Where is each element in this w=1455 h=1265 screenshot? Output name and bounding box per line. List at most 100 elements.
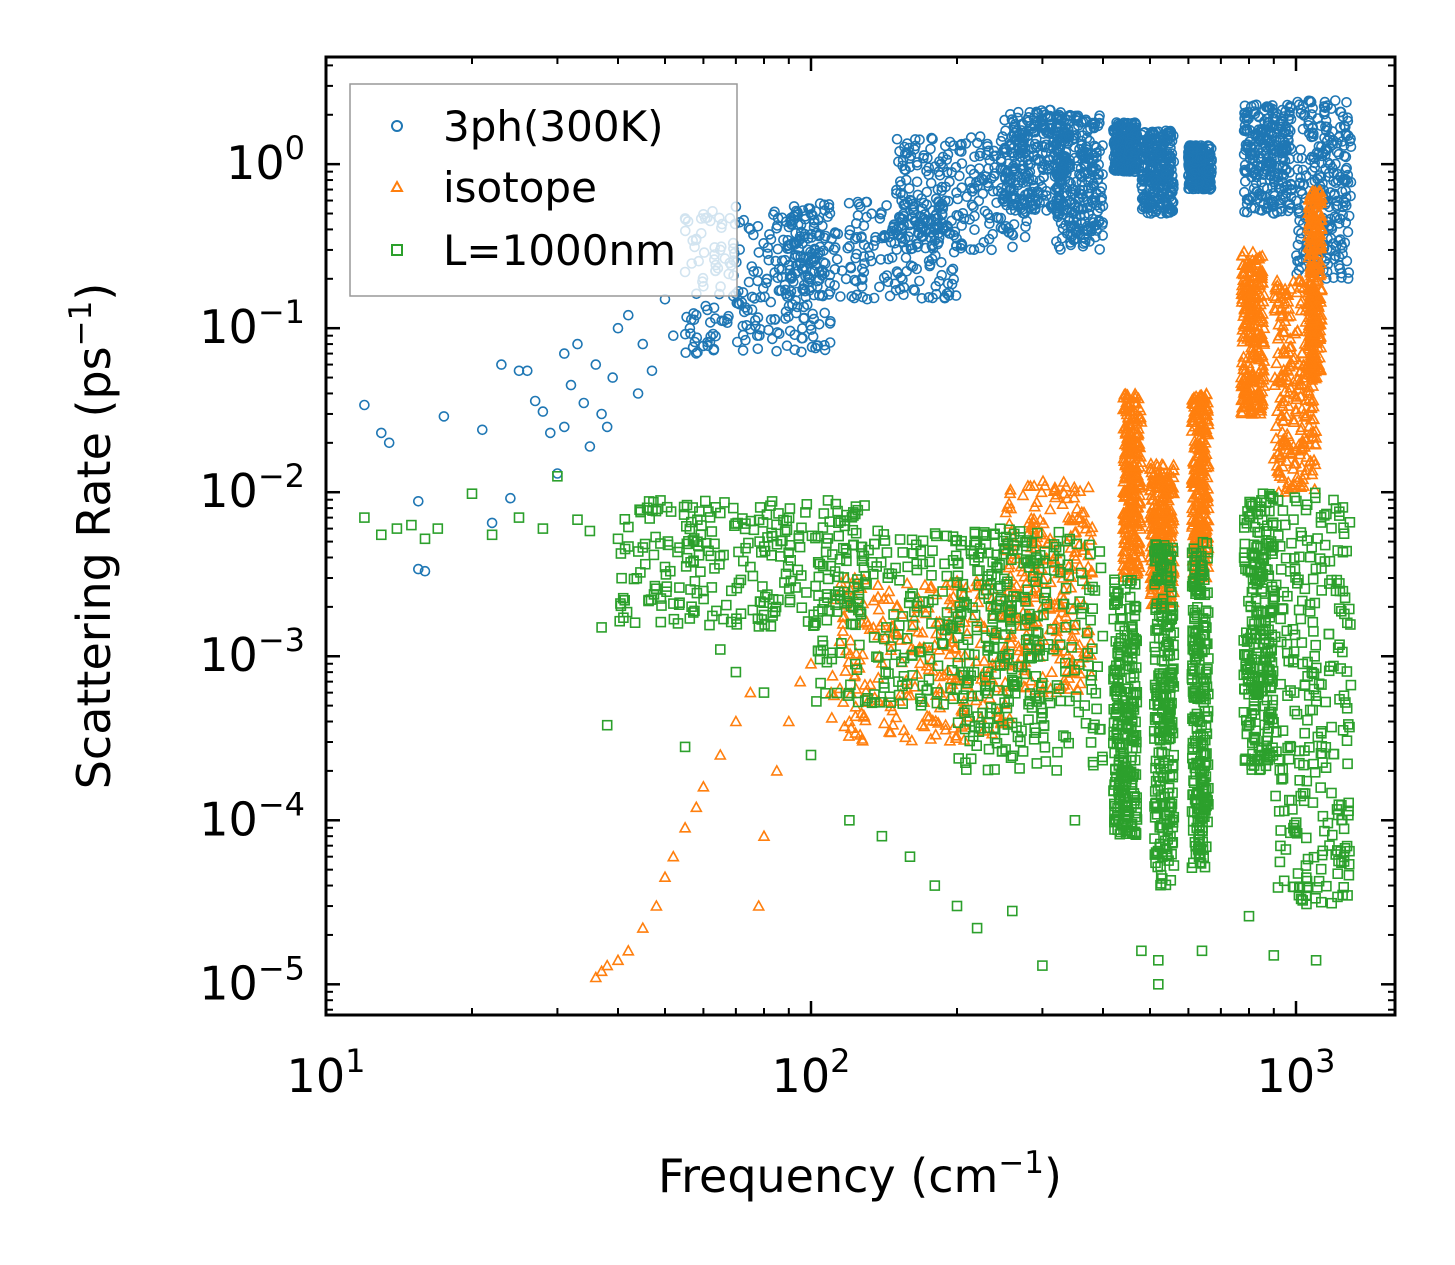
- data-point-3ph: [965, 132, 977, 143]
- data-point-3ph: [944, 176, 955, 188]
- data-point-3ph: [999, 142, 1011, 154]
- data-point-isotope: [872, 602, 886, 615]
- data-point-3ph: [800, 211, 811, 222]
- data-point-3ph: [794, 258, 806, 270]
- data-point-3ph: [1086, 194, 1098, 206]
- data-point-3ph: [804, 203, 816, 214]
- data-point-3ph: [1086, 148, 1098, 159]
- data-point-3ph: [759, 291, 770, 303]
- data-point-3ph: [942, 149, 954, 160]
- data-point-3ph: [1081, 202, 1093, 213]
- data-point-3ph: [1051, 236, 1062, 247]
- data-point-3ph: [802, 244, 814, 256]
- data-point-3ph: [954, 170, 965, 182]
- data-point-3ph: [607, 372, 619, 383]
- data-point-l1000nm: [813, 571, 825, 583]
- data-point-3ph: [858, 220, 870, 232]
- data-point-3ph: [973, 163, 985, 174]
- data-point-3ph: [752, 343, 764, 355]
- data-point-3ph: [1021, 114, 1033, 126]
- data-point-3ph: [765, 296, 777, 308]
- data-point-3ph: [1138, 170, 1149, 181]
- data-point-l1000nm: [821, 614, 833, 626]
- data-point-3ph: [736, 297, 748, 308]
- data-point-l1000nm: [616, 572, 627, 584]
- data-point-3ph: [1079, 216, 1091, 228]
- data-point-3ph: [763, 254, 775, 266]
- points-layer: [359, 95, 1357, 990]
- data-point-3ph: [819, 232, 830, 244]
- data-point-3ph: [790, 307, 802, 319]
- data-point-3ph: [818, 257, 829, 268]
- data-point-3ph: [786, 271, 798, 283]
- data-point-3ph: [925, 143, 936, 155]
- data-point-3ph: [974, 150, 986, 162]
- data-point-3ph: [968, 168, 980, 180]
- data-point-3ph: [835, 291, 846, 302]
- data-point-3ph: [544, 427, 556, 439]
- data-point-3ph: [746, 261, 758, 272]
- data-point-3ph: [923, 162, 935, 173]
- data-point-3ph: [1032, 116, 1043, 128]
- data-point-3ph: [1097, 230, 1108, 241]
- data-point-3ph: [977, 188, 989, 200]
- data-point-isotope: [897, 723, 911, 736]
- data-point-3ph: [798, 301, 810, 313]
- data-point-3ph: [881, 270, 893, 281]
- data-point-l1000nm: [706, 526, 718, 537]
- data-point-3ph: [1088, 154, 1099, 165]
- data-point-3ph: [893, 156, 904, 167]
- data-point-3ph: [1162, 134, 1174, 146]
- data-point-3ph: [843, 197, 855, 209]
- data-point-isotope: [752, 899, 766, 911]
- data-point-3ph: [646, 365, 658, 377]
- data-point-3ph: [954, 140, 966, 151]
- data-point-l1000nm: [727, 502, 739, 514]
- data-point-3ph: [1019, 231, 1031, 243]
- data-point-3ph: [863, 242, 874, 253]
- data-point-3ph: [1058, 200, 1070, 211]
- data-point-3ph: [845, 261, 856, 273]
- data-point-3ph: [856, 281, 868, 292]
- data-point-3ph: [784, 325, 796, 337]
- data-point-3ph: [908, 207, 920, 218]
- data-point-3ph: [914, 134, 925, 145]
- data-point-isotope: [757, 829, 771, 842]
- data-point-isotope: [650, 899, 663, 911]
- data-point-3ph: [632, 388, 644, 399]
- data-point-isotope: [966, 611, 979, 623]
- data-point-3ph: [1077, 151, 1089, 162]
- data-point-3ph: [753, 247, 765, 258]
- data-point-3ph: [1020, 221, 1031, 232]
- data-point-3ph: [822, 211, 834, 222]
- data-point-3ph: [1010, 174, 1021, 186]
- data-point-isotope: [782, 714, 796, 727]
- data-point-3ph: [1165, 187, 1177, 198]
- data-point-3ph: [968, 244, 980, 255]
- data-point-3ph: [817, 220, 828, 232]
- data-point-3ph: [941, 166, 953, 178]
- data-point-3ph: [909, 134, 921, 145]
- data-point-isotope: [1082, 480, 1095, 493]
- data-point-3ph: [1075, 163, 1087, 174]
- data-point-3ph: [752, 312, 764, 323]
- data-point-3ph: [876, 232, 888, 244]
- data-point-3ph: [710, 330, 721, 342]
- data-point-3ph: [895, 179, 907, 191]
- data-point-3ph: [1118, 119, 1130, 131]
- data-point-3ph: [1003, 226, 1014, 238]
- data-point-3ph: [899, 199, 911, 211]
- data-point-3ph: [1022, 176, 1033, 187]
- data-point-l1000nm: [621, 606, 633, 618]
- data-point-isotope: [729, 714, 743, 727]
- data-point-3ph: [929, 161, 941, 172]
- data-point-3ph: [971, 137, 983, 149]
- data-point-3ph: [893, 220, 905, 232]
- data-point-3ph: [807, 308, 818, 320]
- data-point-3ph: [552, 468, 563, 479]
- data-point-3ph: [819, 307, 831, 319]
- data-point-3ph: [764, 229, 775, 240]
- data-point-3ph: [1145, 152, 1157, 164]
- data-point-3ph: [1038, 195, 1050, 207]
- data-point-3ph: [1017, 199, 1029, 210]
